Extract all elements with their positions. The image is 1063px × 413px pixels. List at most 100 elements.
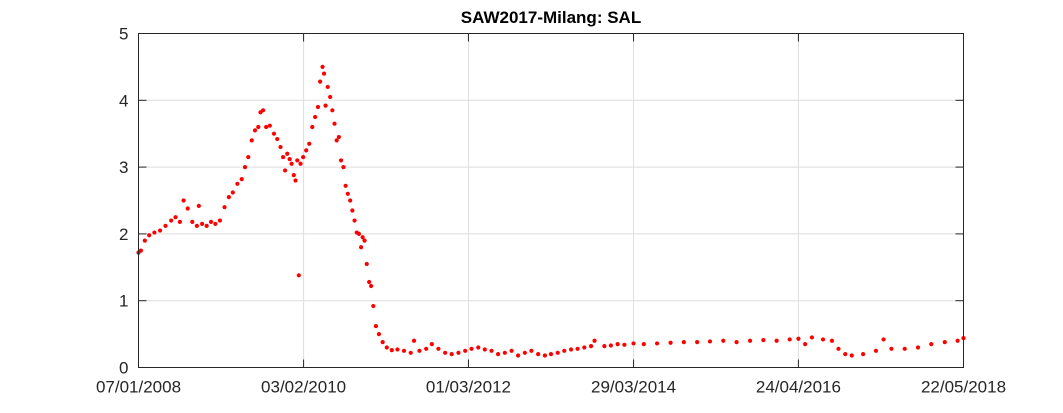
data-point (323, 103, 328, 108)
data-point (315, 104, 321, 110)
data-point (285, 151, 290, 156)
data-point (307, 141, 312, 146)
y-tick-label: 3 (119, 158, 128, 177)
data-point (213, 221, 218, 226)
data-point (185, 206, 190, 211)
data-point (242, 165, 248, 170)
data-point (774, 338, 779, 343)
data-point (915, 345, 921, 350)
x-tick-label: 01/03/2012 (426, 378, 511, 397)
data-point (358, 245, 364, 250)
data-point (350, 208, 355, 213)
data-point (401, 348, 407, 353)
data-point (173, 215, 178, 220)
data-point (152, 230, 157, 235)
data-point (476, 345, 481, 350)
data-point (190, 219, 195, 224)
data-point (463, 348, 468, 353)
data-point (217, 218, 223, 223)
data-point (881, 337, 886, 342)
data-point (761, 338, 766, 343)
data-point (803, 342, 808, 347)
data-point (246, 154, 251, 160)
data-point (555, 350, 560, 355)
data-point (529, 348, 534, 353)
data-point (449, 352, 454, 357)
x-tick-label: 07/01/2008 (96, 378, 181, 397)
data-point (336, 134, 341, 140)
data-point (200, 221, 205, 226)
data-point (489, 348, 494, 353)
data-point (343, 183, 348, 188)
data-point (239, 177, 244, 182)
data-point (267, 123, 272, 128)
data-point (787, 337, 792, 342)
data-point (592, 338, 597, 343)
data-point (641, 342, 646, 347)
data-point (338, 158, 344, 163)
data-point (230, 190, 235, 195)
data-point (369, 283, 374, 289)
data-point (608, 343, 613, 348)
data-point (356, 231, 362, 236)
data-point (395, 347, 400, 352)
data-point (194, 223, 199, 228)
data-point (278, 144, 283, 150)
data-point (849, 353, 854, 358)
data-point (522, 350, 527, 355)
data-point (275, 136, 280, 142)
data-point (456, 350, 461, 355)
data-point (298, 161, 303, 166)
data-point (429, 342, 434, 347)
data-point (747, 338, 753, 343)
data-point (695, 340, 700, 345)
data-point (509, 348, 514, 353)
data-point (341, 165, 346, 170)
data-point (443, 350, 448, 355)
data-point (668, 340, 673, 345)
data-point (373, 323, 378, 329)
data-point (582, 345, 587, 350)
data-point (389, 348, 394, 353)
data-point (281, 154, 286, 160)
data-point (163, 223, 168, 228)
data-point (568, 347, 574, 352)
grid-lines (138, 33, 964, 368)
data-point (843, 352, 848, 357)
data-point (313, 114, 318, 120)
data-point (181, 198, 186, 203)
data-point (222, 205, 227, 210)
data-point (295, 158, 300, 163)
data-point (293, 178, 298, 183)
data-point (287, 156, 292, 162)
chart-title: SAW2017-Milang: SAL (461, 8, 641, 27)
data-point (602, 344, 607, 349)
data-point (542, 353, 548, 358)
data-point (376, 332, 382, 337)
data-point (235, 181, 240, 186)
data-point (271, 131, 277, 136)
data-point (734, 340, 739, 345)
data-point (334, 138, 339, 143)
data-point (889, 346, 894, 351)
y-tick-label: 0 (119, 359, 128, 378)
data-point (328, 94, 333, 100)
data-point (310, 124, 315, 130)
data-point (681, 340, 686, 345)
data-point (325, 84, 330, 90)
data-point (411, 338, 417, 343)
data-point (516, 353, 521, 358)
data-point (138, 248, 143, 253)
data-point (142, 238, 147, 243)
data-point (204, 223, 209, 228)
data-point (177, 219, 182, 224)
y-tick-label: 2 (119, 225, 128, 244)
data-point (304, 148, 309, 153)
data-point (436, 346, 441, 351)
data-point (252, 128, 258, 133)
data-points (136, 64, 966, 358)
x-tick-label: 22/05/2018 (921, 378, 1006, 397)
data-point (147, 233, 152, 238)
data-point (256, 124, 261, 130)
data-point (495, 352, 501, 357)
